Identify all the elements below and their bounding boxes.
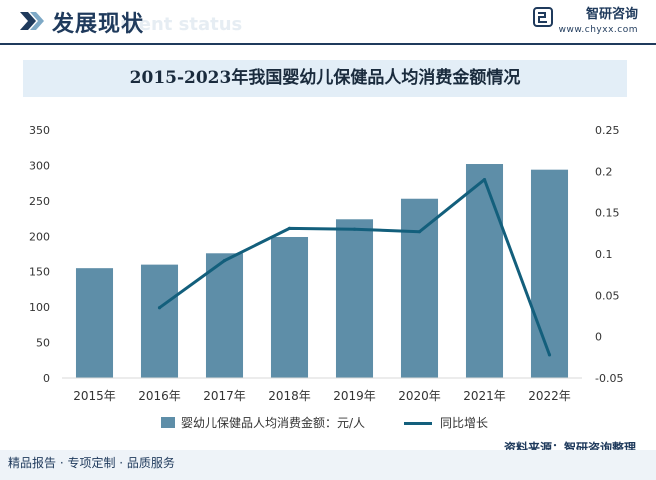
growth-point (222, 259, 227, 263)
growth-point (157, 306, 162, 310)
legend: 婴幼儿保健品人均消费金额：元/人 同比增长 (0, 414, 656, 432)
bar (530, 169, 569, 378)
growth-point (547, 353, 552, 357)
chart-title: 2015-2023年我国婴幼儿保健品人均消费金额情况 (129, 68, 521, 88)
legend-bar-swatch (161, 417, 175, 428)
brand-logo-icon (532, 7, 553, 27)
y-right-tick-label: 0.2 (595, 165, 613, 178)
brand-name: 智研咨询 (585, 7, 638, 22)
x-tick-label: 2015年 (73, 389, 116, 403)
section-title: 发展现状 (52, 12, 145, 37)
x-tick-label: 2017年 (203, 389, 246, 403)
header: ment status 发展现状 智研咨询 www.chyxx.com (0, 0, 656, 46)
bar (270, 236, 309, 378)
x-tick-label: 2019年 (333, 389, 376, 403)
y-left-tick-label: 0 (43, 372, 50, 385)
bar-series (75, 164, 569, 378)
chevron-accent-icon (20, 12, 44, 30)
y-right-tick-label: 0 (595, 331, 602, 344)
y-right-tick-label: 0.05 (595, 289, 620, 302)
brand-url: www.chyxx.com (558, 25, 638, 35)
bar (400, 198, 439, 378)
bar (465, 164, 504, 378)
y-left-tick-label: 350 (29, 124, 50, 137)
x-tick-label: 2018年 (268, 389, 311, 403)
y-axis-right: -0.05 0 0.05 0.1 0.15 0.2 0.25 (595, 124, 623, 385)
x-axis: 2015年 2016年 2017年 2018年 2019年 2020年 2021年 2022年 (62, 377, 582, 403)
bar (205, 253, 244, 378)
legend-line-swatch (404, 422, 432, 425)
x-tick-label: 2016年 (138, 389, 181, 403)
section-title-en: ment status (120, 14, 243, 35)
y-left-tick-label: 300 (29, 159, 50, 172)
x-tick-label: 2020年 (398, 389, 441, 403)
brand-logo: 智研咨询 www.chyxx.com (532, 7, 638, 37)
y-left-tick-label: 250 (29, 195, 50, 208)
y-right-tick-label: 0.15 (595, 207, 620, 220)
y-left-tick-label: 50 (36, 337, 50, 350)
y-left-tick-label: 200 (29, 230, 50, 243)
y-axis-left: 0 50 100 150 200 250 300 350 (29, 124, 50, 385)
y-left-tick-label: 150 (29, 266, 50, 279)
growth-point (287, 226, 292, 230)
legend-line-label: 同比增长 (440, 416, 489, 430)
legend-bar-label: 婴幼儿保健品人均消费金额：元/人 (181, 416, 366, 430)
line-series (157, 178, 552, 357)
bar (140, 264, 179, 378)
y-right-tick-label: 0.1 (595, 248, 613, 261)
y-right-tick-label: -0.05 (595, 372, 623, 385)
header-divider (0, 43, 656, 45)
footer-bar (0, 450, 656, 480)
x-tick-label: 2022年 (528, 389, 571, 403)
chart-title-band: 2015-2023年我国婴幼儿保健品人均消费金额情况 (23, 60, 627, 97)
growth-point (482, 178, 487, 182)
y-right-tick-label: 0.25 (595, 124, 620, 137)
bar (75, 268, 114, 378)
bar (335, 219, 374, 378)
growth-point (352, 227, 357, 231)
growth-point (417, 230, 422, 234)
x-tick-label: 2021年 (463, 389, 506, 403)
footer-tagline: 精品报告 · 专项定制 · 品质服务 (8, 456, 175, 470)
y-left-tick-label: 100 (29, 301, 50, 314)
combo-chart: 0 50 100 150 200 250 300 350 -0.05 0 0.05 0.1 0.15 0… (29, 124, 623, 403)
